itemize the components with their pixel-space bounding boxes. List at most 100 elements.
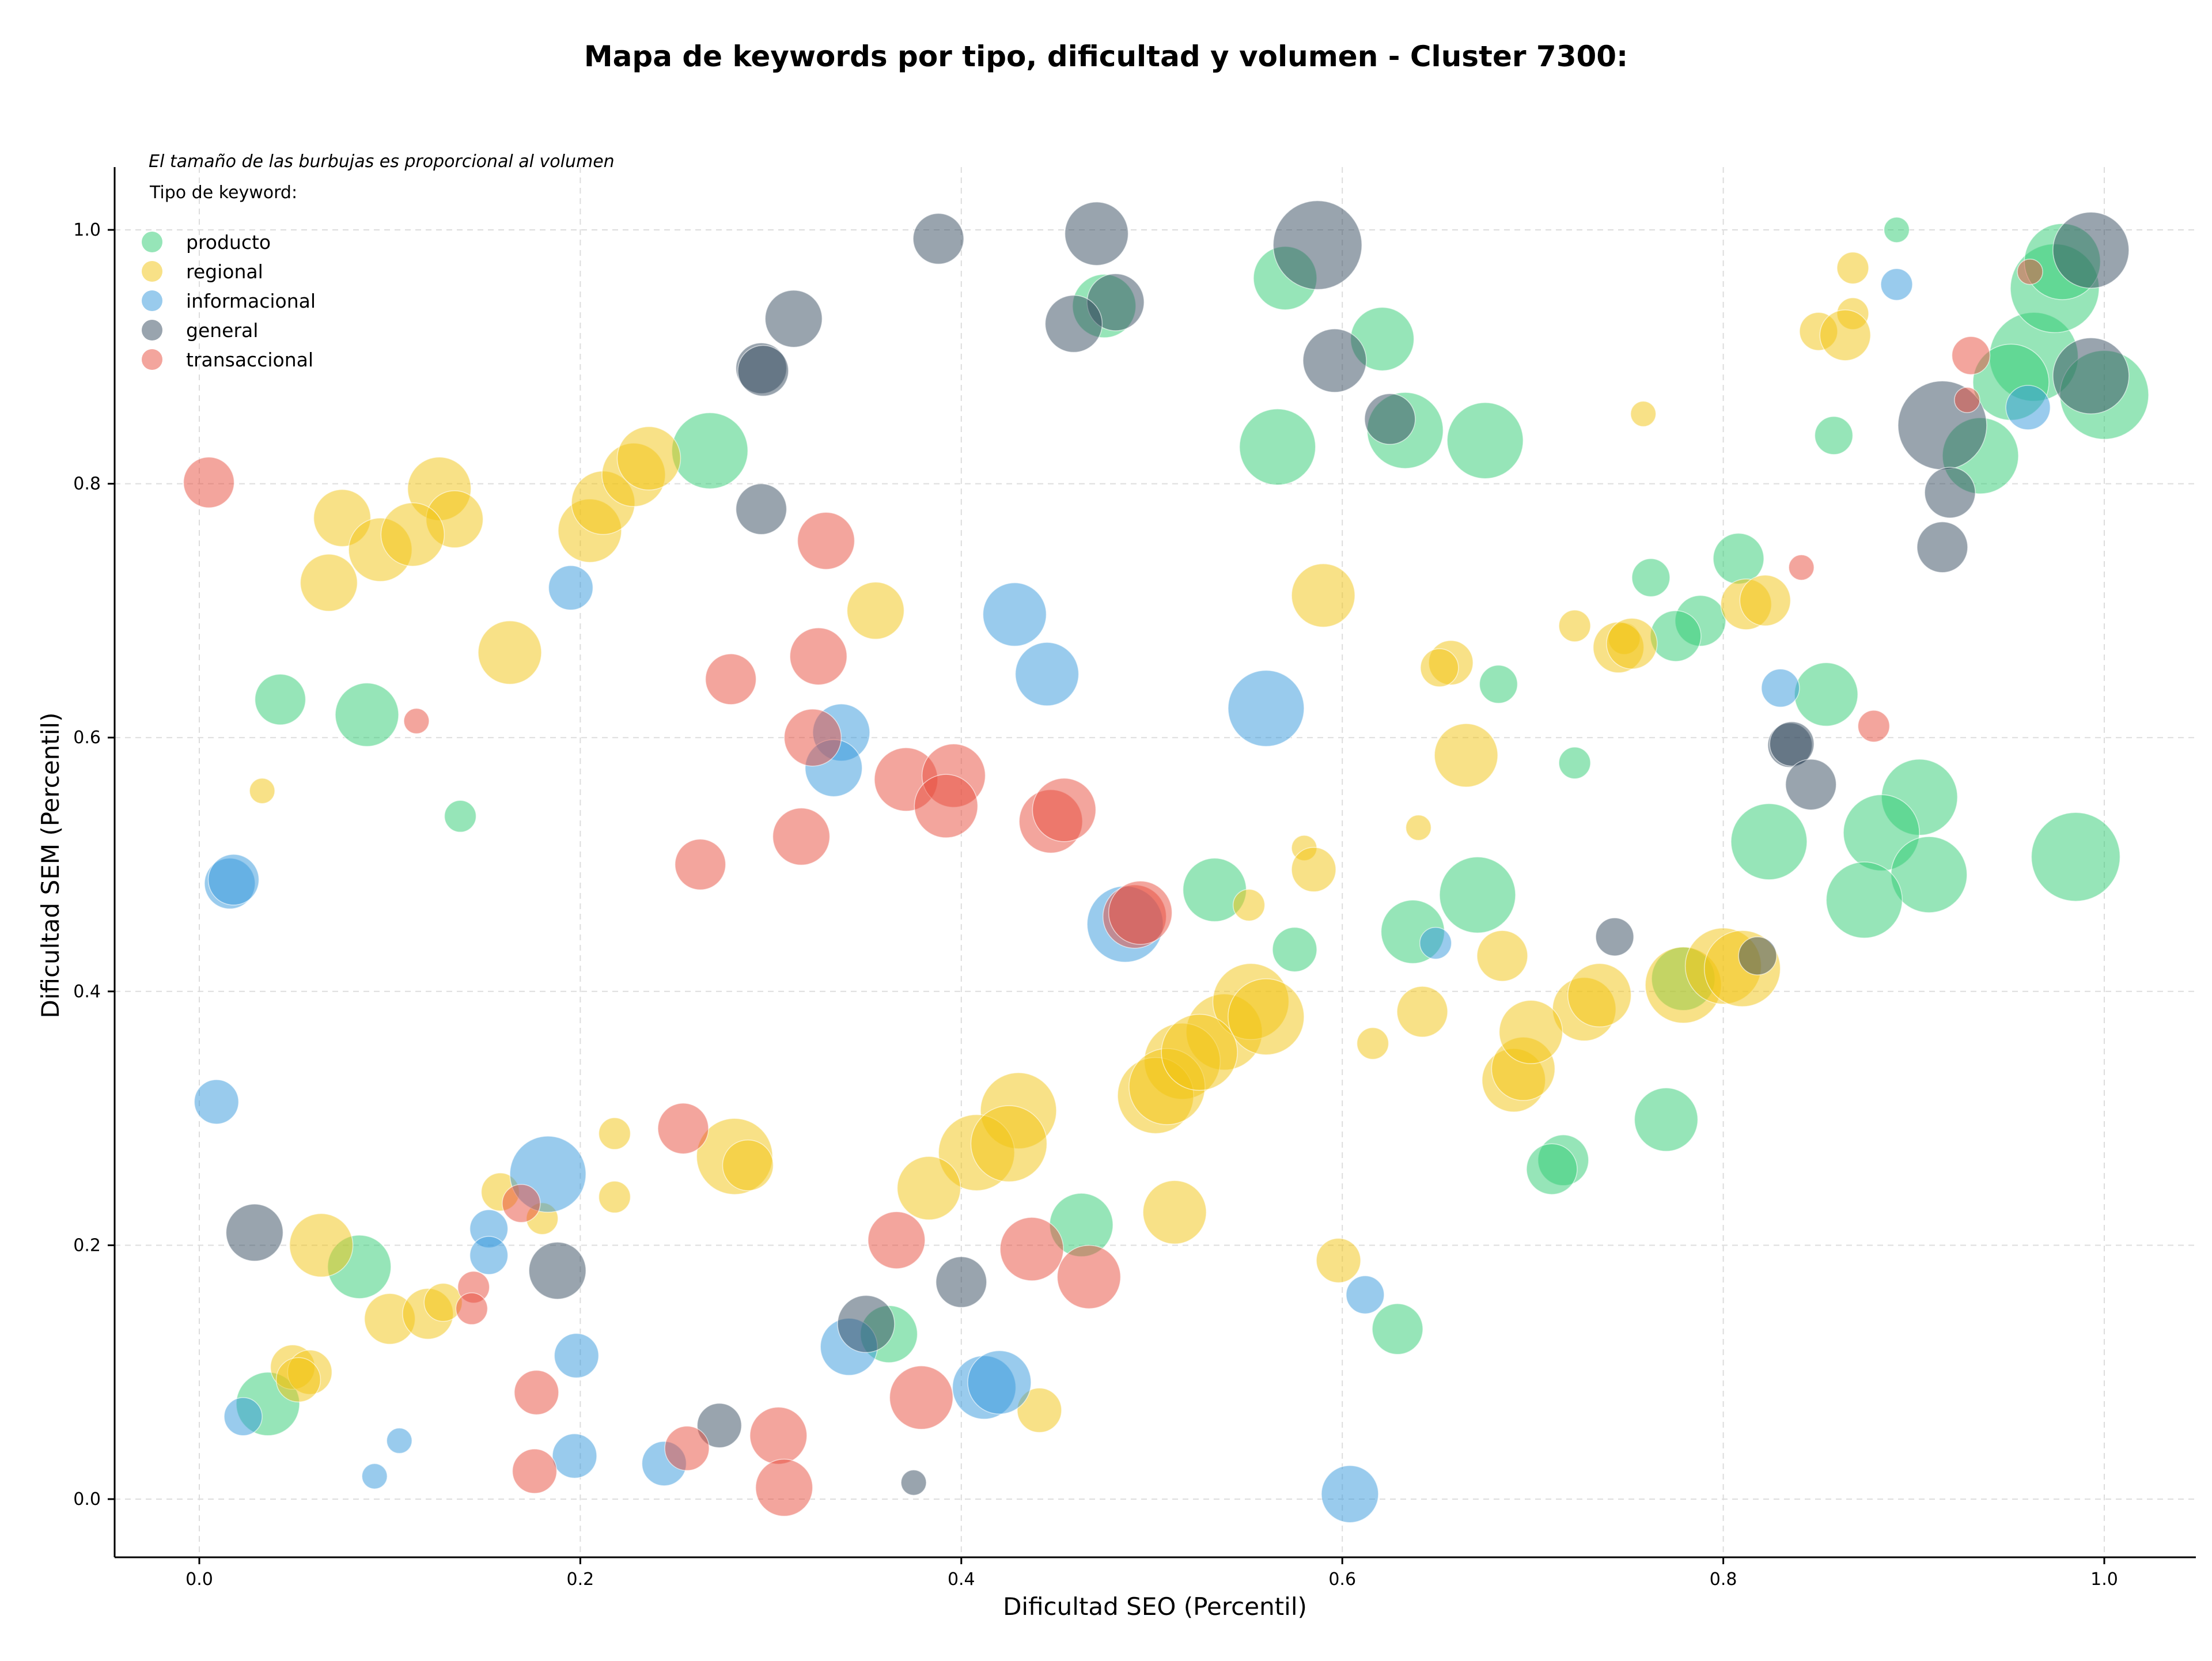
- bubble-informacional: [552, 1433, 597, 1479]
- bubble-informacional: [207, 854, 260, 906]
- bubble-transaccional: [797, 512, 855, 570]
- bubble-transaccional: [403, 707, 430, 735]
- bubble-informacional: [1880, 268, 1913, 301]
- bubble-transaccional: [789, 627, 848, 686]
- legend-label-transaccional: transaccional: [186, 349, 313, 371]
- bubble-informacional: [554, 1333, 600, 1379]
- bubble-producto: [1526, 1143, 1578, 1195]
- bubble-general: [837, 1295, 895, 1353]
- bubble-regional: [1739, 574, 1791, 627]
- bubble-producto: [1814, 416, 1854, 455]
- bubble-regional: [1356, 1027, 1389, 1060]
- bubble-informacional: [548, 565, 594, 611]
- legend-marker-regional: [142, 261, 162, 282]
- bubble-transaccional: [755, 1458, 813, 1517]
- bubble-transaccional: [514, 1369, 559, 1416]
- ticks: 0.0 0.2 0.4 0.6 0.8 1.0 0.0 0.2 0.4 0.6 0.8 1.0: [73, 220, 2118, 1590]
- bubble-regional: [1396, 986, 1448, 1038]
- bubble-regional: [722, 1139, 774, 1191]
- axes: [113, 167, 2196, 1558]
- bubble-regional: [1630, 400, 1657, 427]
- bubble-regional: [1434, 723, 1498, 788]
- bubble-transaccional: [183, 456, 235, 509]
- bubble-producto: [335, 682, 399, 747]
- bubble-regional: [970, 1105, 1048, 1182]
- bubble-general: [737, 345, 789, 397]
- bubble-transaccional: [914, 774, 979, 838]
- bubble-general: [1738, 936, 1777, 975]
- bubble-transaccional: [889, 1365, 954, 1430]
- bubble-regional: [1291, 563, 1355, 628]
- bubble-producto: [1634, 1087, 1699, 1152]
- legend-label-producto: producto: [186, 231, 271, 253]
- x-tick-label: 0.4: [948, 1569, 975, 1590]
- bubble-regional: [423, 1282, 463, 1322]
- bubble-regional: [1142, 1180, 1207, 1244]
- bubble-informacional: [1761, 668, 1800, 708]
- bubble-transaccional: [999, 1217, 1064, 1281]
- bubble-regional: [275, 1357, 321, 1403]
- bubble-general: [764, 289, 823, 348]
- bubble-general: [2052, 211, 2130, 289]
- bubble-producto: [1558, 747, 1591, 780]
- bubble-transaccional: [1857, 710, 1891, 743]
- bubble-regional: [896, 1156, 961, 1221]
- x-axis-label: Dificultad SEO (Percentil): [1003, 1592, 1307, 1621]
- bubble-general: [1916, 521, 1968, 573]
- bubble-producto: [1794, 662, 1858, 727]
- bubble-transaccional: [1788, 554, 1815, 581]
- bubble-regional: [1291, 847, 1336, 892]
- legend-note: El tamaño de las burbujas es proporciona…: [149, 152, 615, 172]
- legend-title: Tipo de keyword:: [149, 183, 297, 203]
- bubble-producto: [1272, 926, 1317, 973]
- bubble-general: [1785, 758, 1837, 811]
- bubble-general: [912, 213, 964, 265]
- bubble-transaccional: [1954, 387, 1980, 413]
- bubble-transaccional: [455, 1292, 488, 1325]
- bubble-informacional: [194, 1079, 240, 1125]
- y-tick-label: 0.4: [73, 982, 101, 1002]
- bubble-general: [1044, 294, 1103, 353]
- bubble-regional: [1819, 309, 1871, 361]
- legend: El tamaño de las burbujas es proporciona…: [142, 152, 615, 371]
- bubble-producto: [2031, 812, 2121, 902]
- bubble-transaccional: [1056, 1244, 1122, 1310]
- bubble-regional: [1228, 978, 1305, 1055]
- bubble-regional: [616, 426, 681, 491]
- bubble-producto: [1439, 856, 1516, 934]
- legend-marker-transaccional: [142, 349, 162, 370]
- bubble-transaccional: [1951, 336, 1991, 375]
- bubble-transaccional: [2017, 258, 2043, 285]
- y-tick-label: 0.2: [73, 1235, 101, 1255]
- bubble-producto: [1479, 664, 1518, 704]
- bubble-regional: [1567, 963, 1632, 1028]
- chart-title: Mapa de keywords por tipo, dificultad y …: [584, 40, 1628, 73]
- bubble-informacional: [386, 1427, 412, 1454]
- bubble-regional: [1420, 648, 1459, 687]
- bubble-transaccional: [783, 708, 842, 767]
- bubble-transaccional: [657, 1102, 709, 1155]
- bubble-transaccional: [674, 838, 726, 891]
- y-tick-label: 1.0: [73, 220, 101, 240]
- bubble-informacional: [2005, 385, 2051, 430]
- bubble-regional: [1161, 1013, 1238, 1091]
- bubble-informacional: [1419, 926, 1452, 960]
- bubble-transaccional: [772, 807, 831, 866]
- bubble-informacional: [1346, 1275, 1385, 1315]
- bubble-producto: [1650, 610, 1702, 662]
- bubble-regional: [1498, 1000, 1563, 1065]
- bubble-transaccional: [664, 1425, 710, 1471]
- bubble-general: [1272, 200, 1362, 290]
- x-tick-label: 0.2: [567, 1569, 594, 1590]
- bubble-producto: [1446, 402, 1524, 479]
- bubble-informacional: [224, 1397, 263, 1436]
- bubble-regional: [289, 1213, 354, 1278]
- bubble-general: [1364, 393, 1416, 445]
- bubble-regional: [1232, 888, 1266, 922]
- bubble-transaccional: [502, 1183, 541, 1223]
- bubble-regional: [1405, 814, 1432, 841]
- legend-items: producto regional informacional general tran…: [142, 231, 316, 371]
- y-tick-label: 0.8: [73, 474, 101, 494]
- bubble-layer: [183, 200, 2149, 1523]
